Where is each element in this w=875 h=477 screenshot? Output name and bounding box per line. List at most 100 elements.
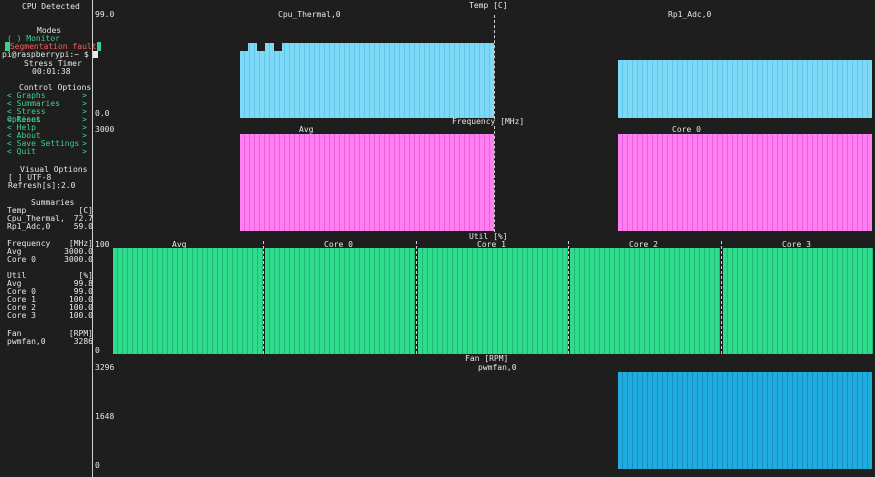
freq-summary-label: Frequency xyxy=(7,239,51,248)
util-panel-label: Avg xyxy=(172,240,187,249)
util-summary-row: Core 3 100.0 xyxy=(7,312,93,320)
freq-summary-header: Frequency [MHz] xyxy=(7,240,93,248)
util-summary-header: Util [%] xyxy=(7,272,93,280)
util-summary-value: 99.8 xyxy=(73,279,93,288)
freq-summary-row: Core 0 3000.0 xyxy=(7,256,93,264)
util-chart-title: Util [%] xyxy=(469,232,508,241)
control-option[interactable]: < About > xyxy=(7,132,93,140)
util-panel-bars xyxy=(113,248,263,354)
freq-panel-core0-label: Core 0 xyxy=(672,125,701,134)
util-summary-key: Core 3 xyxy=(7,311,36,320)
control-option-arrow: > xyxy=(82,107,87,116)
temp-panel-divider xyxy=(494,15,495,119)
util-summary-row: Core 1 100.0 xyxy=(7,296,93,304)
util-panel-label: Core 2 xyxy=(629,240,658,249)
util-ymax: 100 xyxy=(95,240,110,249)
cursor-block xyxy=(92,51,98,58)
control-option[interactable]: < Summaries > xyxy=(7,100,93,108)
control-option-label: < Quit xyxy=(7,147,36,156)
segfault-text: Segmentation fault xyxy=(9,42,97,51)
control-option-label: < Stress Options xyxy=(7,107,46,124)
util-panel-bars xyxy=(418,248,568,354)
temp-summary-row: Cpu_Thermal, 72.7 xyxy=(7,215,93,223)
util-panel-label: Core 0 xyxy=(324,240,353,249)
control-option-label: < Graphs xyxy=(7,91,46,100)
refresh-setting[interactable]: Refresh[s]:2.0 xyxy=(8,181,76,190)
control-option[interactable]: < Save Settings > xyxy=(7,140,93,148)
stress-timer-title: Stress Timer xyxy=(24,59,82,68)
temp-panel-cpu-thermal-label: Cpu_Thermal,0 xyxy=(278,10,341,19)
stress-timer-value: 00:01:38 xyxy=(32,67,71,76)
sidebar-divider xyxy=(92,0,93,477)
control-option[interactable]: < Stress Options > xyxy=(7,108,93,124)
control-option-label: < Save Settings xyxy=(7,139,80,148)
temp-summary-key: Rp1_Adc,0 xyxy=(7,222,51,231)
util-summary-value: 100.0 xyxy=(68,303,93,312)
util-ymin: 0 xyxy=(95,346,100,355)
util-summary-value: 100.0 xyxy=(68,295,93,304)
temp-ymin: 0.0 xyxy=(95,109,110,118)
util-summary-value: 99.0 xyxy=(73,287,93,296)
control-option[interactable]: < Graphs > xyxy=(7,92,93,100)
freq-avg-bars xyxy=(240,134,494,231)
freq-summary-key: Avg xyxy=(7,247,22,256)
fan-pwmfan-bars xyxy=(618,372,872,469)
fan-panel-pwmfan-label: pwmfan,0 xyxy=(478,363,517,372)
control-option-arrow: > xyxy=(82,99,87,108)
util-summary-label: Util xyxy=(7,271,27,280)
shell-prompt-text: pi@raspberrypi:~ $ xyxy=(2,50,89,59)
util-panel-label: Core 1 xyxy=(477,240,506,249)
control-option-label: < Reset xyxy=(7,115,41,124)
temp-ymax: 99.0 xyxy=(95,10,115,19)
temp-panel-rp1-adc-label: Rp1_Adc,0 xyxy=(668,10,712,19)
fan-ymax: 3296 xyxy=(95,363,115,372)
visual-options-title: Visual Options xyxy=(20,165,88,174)
fan-summary-unit: [RPM] xyxy=(68,329,93,338)
control-option-arrow: > xyxy=(82,115,87,124)
control-option-arrow: > xyxy=(82,123,87,132)
freq-summary-value: 3000.0 xyxy=(64,247,93,256)
fan-summary-value: 3286 xyxy=(73,337,93,346)
shell-prompt: pi@raspberrypi:~ $ xyxy=(2,51,98,59)
util-summary-row: Avg 99.8 xyxy=(7,280,93,288)
control-option-arrow: > xyxy=(82,147,87,156)
util-panel-bars xyxy=(570,248,720,354)
control-option[interactable]: < Reset > xyxy=(7,116,93,124)
temp-summary-value: 72.7 xyxy=(73,214,93,223)
control-option[interactable]: < Help > xyxy=(7,124,93,132)
util-summary-row: Core 2 100.0 xyxy=(7,304,93,312)
util-summary-key: Core 0 xyxy=(7,287,36,296)
temp-notch xyxy=(240,43,248,51)
summaries-title: Summaries xyxy=(31,198,75,207)
control-option-arrow: > xyxy=(82,131,87,140)
control-option[interactable]: < Quit > xyxy=(7,148,93,156)
util-panel-divider xyxy=(263,241,264,354)
temp-cpu-thermal-bars xyxy=(240,43,494,118)
segfault-line: Segmentation fault xyxy=(5,42,102,51)
temp-chart-title: Temp [C] xyxy=(469,1,508,10)
control-option-label: < Help xyxy=(7,123,36,132)
freq-chart-title: Frequency [MHz] xyxy=(452,117,525,126)
control-option-label: < Summaries xyxy=(7,99,60,108)
temp-notch xyxy=(274,43,282,51)
util-summary-unit: [%] xyxy=(78,271,93,280)
fan-summary-label: Fan xyxy=(7,329,22,338)
monitor-mode-option[interactable]: ( ) Monitor xyxy=(7,34,60,43)
freq-summary-unit: [MHz] xyxy=(68,239,93,248)
control-option-arrow: > xyxy=(82,91,87,100)
freq-summary-row: Avg 3000.0 xyxy=(7,248,93,256)
util-summary-row: Core 0 99.0 xyxy=(7,288,93,296)
temp-rp1-adc-bars xyxy=(618,60,872,118)
fan-ymid: 1648 xyxy=(95,412,115,421)
utf8-checkbox[interactable]: [ ] UTF-8 xyxy=(8,173,52,182)
util-panel-bars xyxy=(265,248,415,354)
util-summary-key: Core 2 xyxy=(7,303,36,312)
util-panel-label: Core 3 xyxy=(782,240,811,249)
temp-summary-unit: [C] xyxy=(78,206,93,215)
sidebar: CPU Detected Modes ( ) Monitor Segmentat… xyxy=(0,0,102,477)
util-panel-divider xyxy=(416,241,417,354)
fan-summary-header: Fan [RPM] xyxy=(7,330,93,338)
util-summary-key: Core 1 xyxy=(7,295,36,304)
util-panel-bars xyxy=(723,248,873,354)
control-options-title: Control Options xyxy=(19,83,92,92)
